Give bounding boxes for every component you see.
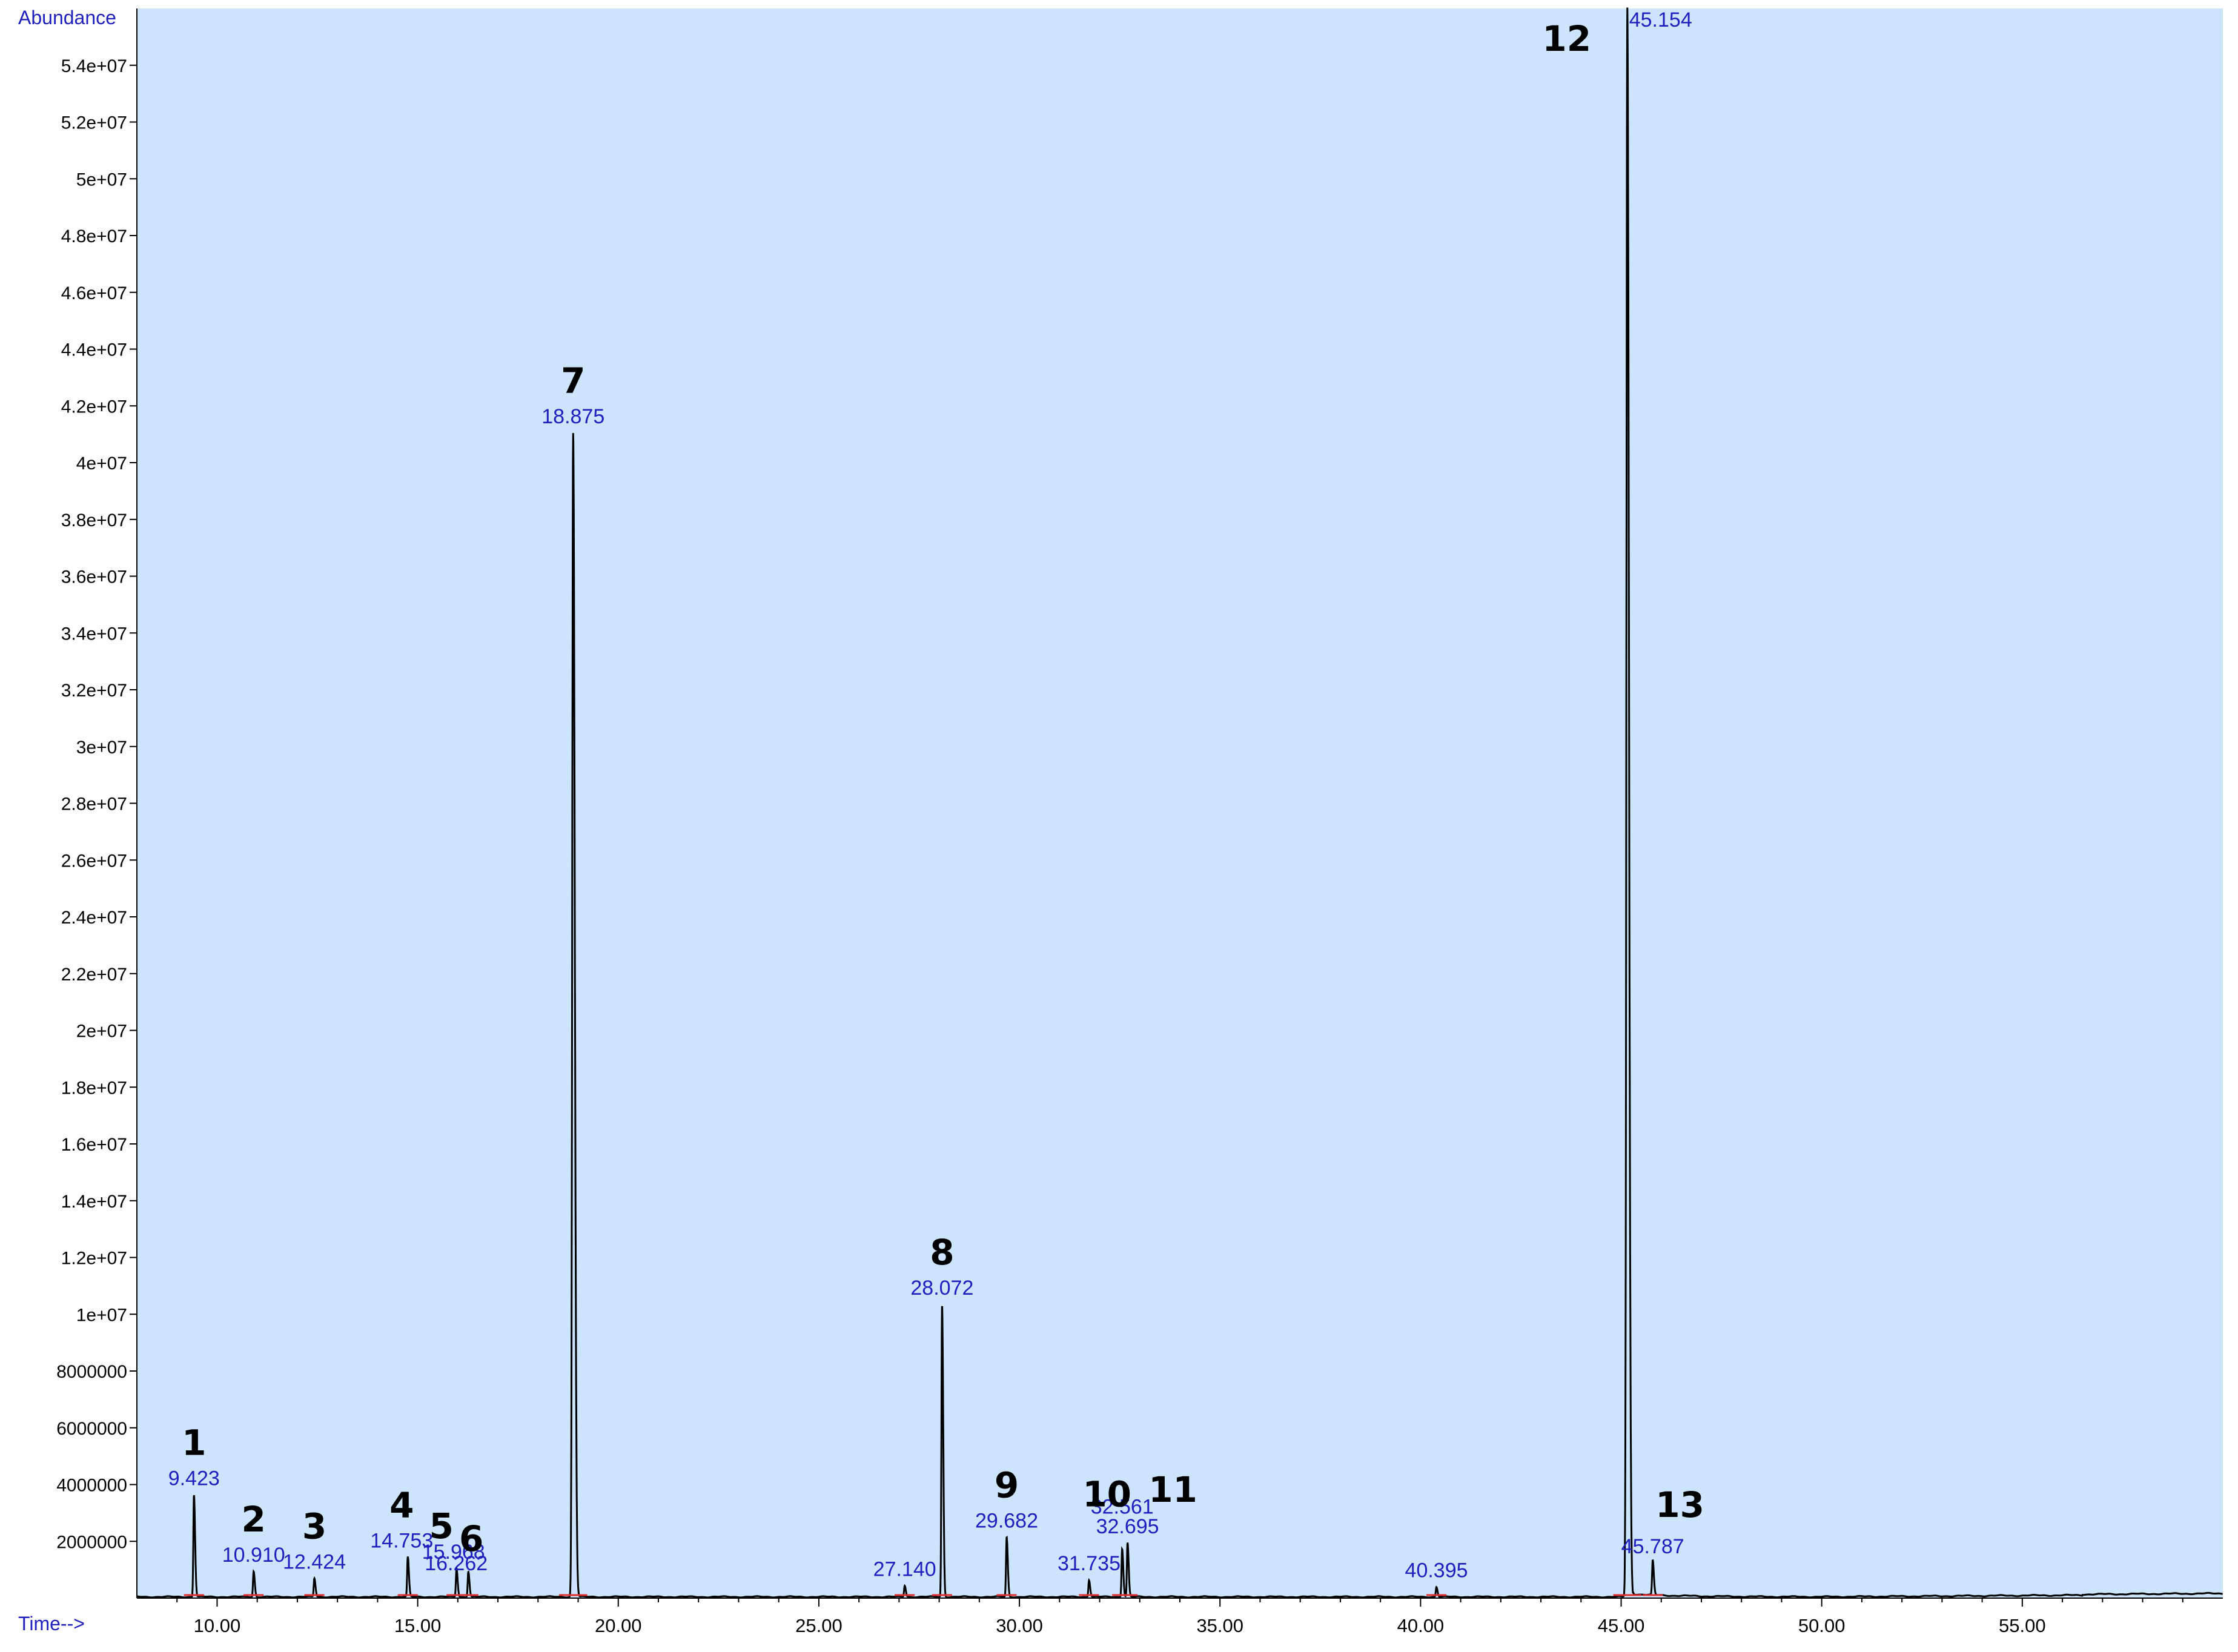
retention-time-label: 27.140	[873, 1558, 936, 1581]
y-tick-label: 3.6e+07	[61, 567, 127, 587]
peak-number-label: 7	[561, 360, 585, 401]
retention-time-label: 32.695	[1096, 1515, 1159, 1538]
x-tick-label: 20.00	[595, 1615, 642, 1636]
peak-number-label: 2	[242, 1499, 266, 1540]
y-tick-label: 4e+07	[76, 454, 127, 474]
x-tick-label: 35.00	[1196, 1615, 1243, 1636]
retention-time-label: 16.262	[425, 1552, 488, 1575]
peak-number-label: 6	[459, 1518, 483, 1559]
y-tick-label: 5.2e+07	[61, 113, 127, 133]
y-tick-label: 4000000	[56, 1476, 127, 1496]
x-tick-label: 40.00	[1397, 1615, 1445, 1636]
y-tick-label: 3.2e+07	[61, 681, 127, 701]
x-axis: 10.00 15.00 20.00 25.00 30.00 35.00 40.00 45.00…	[137, 1597, 2223, 1636]
peak-number-label: 10	[1082, 1473, 1131, 1515]
y-tick-label: 1e+07	[76, 1305, 127, 1325]
retention-time-label: 40.395	[1405, 1559, 1468, 1582]
peak-number-label: 5	[429, 1505, 454, 1547]
peak-number-label: 1	[182, 1422, 206, 1463]
y-tick-label: 1.8e+07	[61, 1078, 127, 1098]
peak-number-label: 8	[930, 1232, 954, 1273]
y-tick-label: 2.8e+07	[61, 795, 127, 814]
y-tick-label: 2.6e+07	[61, 851, 127, 871]
x-tick-label: 30.00	[996, 1615, 1043, 1636]
retention-time-label: 9.423	[168, 1467, 220, 1490]
peak-number-label: 4	[389, 1484, 414, 1525]
y-tick-label: 2.4e+07	[61, 908, 127, 928]
peak-number-label: 11	[1148, 1469, 1197, 1510]
retention-time-label: 45.787	[1621, 1535, 1684, 1558]
retention-time-label: 28.072	[910, 1277, 973, 1300]
x-tick-label: 25.00	[795, 1615, 843, 1636]
y-tick-label: 5e+07	[76, 170, 127, 190]
retention-time-label: 15.968	[422, 1541, 485, 1564]
y-tick-label: 1.4e+07	[61, 1192, 127, 1212]
y-tick-label: 4.2e+07	[61, 397, 127, 417]
y-tick-label: 2000000	[56, 1532, 127, 1552]
y-tick-label: 4.4e+07	[61, 340, 127, 360]
retention-time-label: 45.154	[1629, 8, 1692, 31]
peak-number-label: 12	[1542, 18, 1591, 59]
y-tick-label: 1.6e+07	[61, 1135, 127, 1155]
y-tick-label: 8000000	[56, 1362, 127, 1382]
y-tick-label: 6000000	[56, 1419, 127, 1439]
retention-time-label: 32.561	[1091, 1495, 1154, 1518]
y-tick-label: 3.4e+07	[61, 624, 127, 644]
retention-time-label: 29.682	[975, 1510, 1038, 1533]
x-tick-label: 10.00	[194, 1615, 241, 1636]
peak-number-label: 3	[302, 1506, 326, 1547]
retention-time-label: 14.753	[370, 1529, 433, 1552]
peak-number-label: 13	[1655, 1484, 1704, 1525]
y-tick-label: 4.8e+07	[61, 226, 127, 246]
y-axis: 2000000 4000000 6000000 8000000 1e+07 1.2e+07…	[56, 8, 137, 1598]
y-tick-label: 4.6e+07	[61, 283, 127, 303]
retention-time-label: 18.875	[541, 405, 604, 428]
y-tick-label: 5.4e+07	[61, 56, 127, 76]
peak-number-label: 9	[995, 1465, 1019, 1506]
y-tick-label: 2.2e+07	[61, 965, 127, 985]
x-axis-title: Time-->	[18, 1613, 85, 1634]
x-tick-label: 15.00	[394, 1615, 442, 1636]
retention-time-label: 12.424	[283, 1551, 346, 1574]
x-tick-label: 45.00	[1598, 1615, 1645, 1636]
chromatogram-trace	[136, 7, 2223, 1599]
plot-background	[137, 8, 2223, 1598]
retention-time-label: 31.735	[1058, 1552, 1121, 1575]
y-tick-label: 2e+07	[76, 1022, 127, 1042]
y-tick-label: 3e+07	[76, 738, 127, 758]
x-tick-label: 55.00	[1999, 1615, 2046, 1636]
x-tick-label: 50.00	[1798, 1615, 1846, 1636]
retention-time-label: 10.910	[222, 1544, 285, 1567]
y-tick-label: 1.2e+07	[61, 1249, 127, 1269]
y-tick-label: 3.8e+07	[61, 510, 127, 530]
y-axis-title: Abundance	[18, 7, 116, 28]
